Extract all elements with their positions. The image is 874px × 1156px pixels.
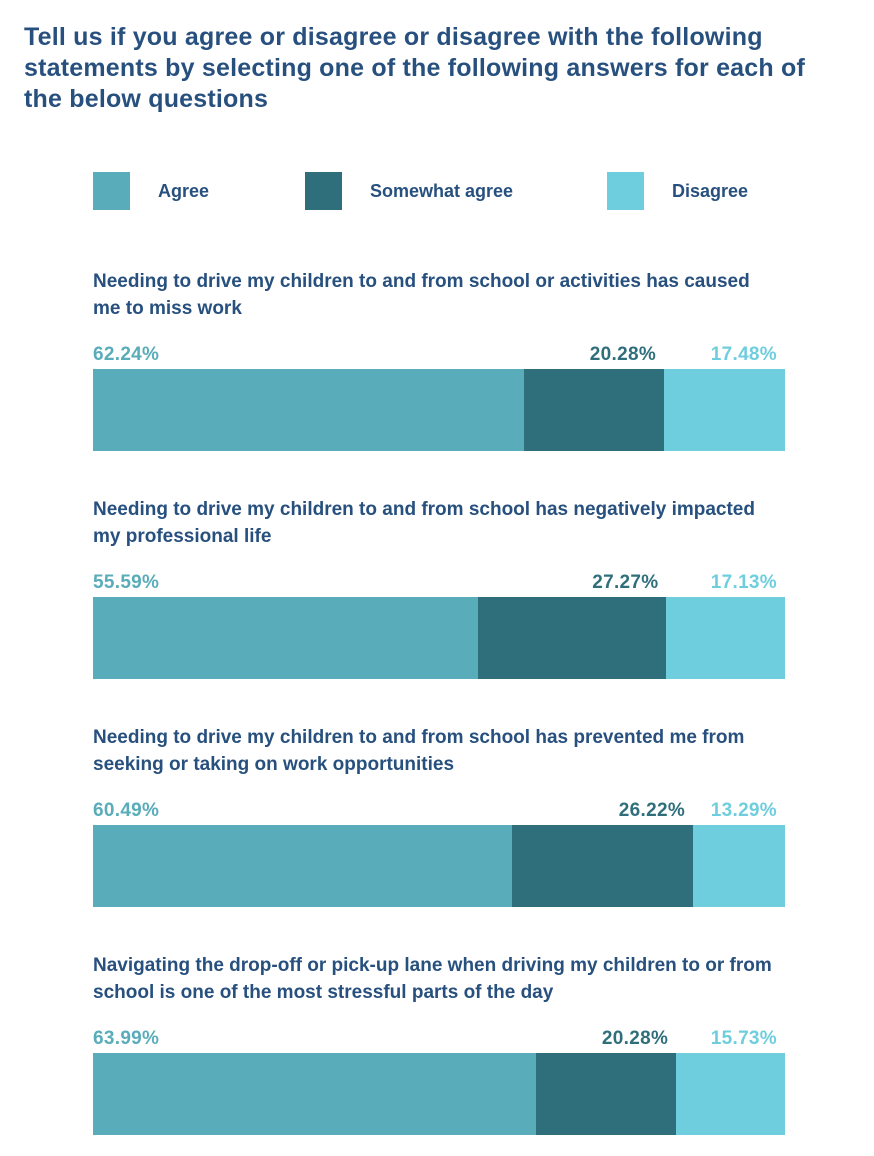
bar-value-labels: 62.24% 20.28% 17.48% (93, 344, 785, 365)
legend-label-somewhat-agree: Somewhat agree (370, 180, 514, 201)
bar-segment-somewhat-agree (523, 369, 665, 451)
bar-segment-agree (93, 1053, 536, 1135)
legend: Agree Somewhat agree Disagree (93, 172, 874, 210)
question-text: Needing to drive my children to and from… (93, 499, 755, 547)
value-label-somewhat-agree: 20.28% (589, 344, 657, 365)
value-label-agree: 63.99% (93, 1028, 160, 1049)
stacked-bar (93, 825, 785, 907)
value-label-agree: 60.49% (93, 800, 160, 821)
question-block: Needing to drive my children to and from… (93, 268, 786, 451)
stacked-bar (93, 369, 786, 451)
bar-segment-somewhat-agree (477, 597, 667, 679)
value-label-somewhat-agree: 26.22% (618, 800, 686, 821)
bar-segment-disagree (666, 597, 785, 679)
question-block: Navigating the drop-off or pick-up lane … (93, 952, 786, 1135)
bar-segment-somewhat-agree (511, 825, 694, 907)
legend-swatch-agree (93, 172, 130, 210)
legend-item-disagree: Disagree (607, 172, 748, 210)
bar-segment-disagree (664, 369, 786, 451)
legend-item-agree: Agree (93, 172, 209, 210)
value-label-disagree: 17.48% (710, 344, 777, 365)
question-block: Needing to drive my children to and from… (93, 496, 785, 679)
value-label-agree: 62.24% (93, 344, 160, 365)
page-title: Tell us if you agree or disagree or disa… (24, 23, 806, 113)
question-rows: Needing to drive my children to and from… (93, 268, 786, 1135)
value-label-disagree: 13.29% (710, 800, 777, 821)
question-text: Needing to drive my children to and from… (93, 271, 750, 319)
bar-segment-agree (93, 825, 512, 907)
legend-swatch-disagree (607, 172, 644, 210)
bar-segment-disagree (693, 825, 785, 907)
stacked-bar (93, 597, 785, 679)
bar-segment-disagree (676, 1053, 786, 1135)
bar-value-labels: 60.49% 26.22% 13.29% (93, 800, 785, 821)
question-block: Needing to drive my children to and from… (93, 724, 785, 907)
bar-value-labels: 63.99% 20.28% 15.73% (93, 1028, 785, 1049)
bar-segment-agree (93, 369, 524, 451)
value-label-somewhat-agree: 20.28% (601, 1028, 669, 1049)
value-label-disagree: 15.73% (710, 1028, 777, 1049)
bar-value-labels: 55.59% 27.27% 17.13% (93, 572, 785, 593)
value-label-somewhat-agree: 27.27% (592, 572, 659, 593)
question-text: Navigating the drop-off or pick-up lane … (93, 955, 772, 1003)
value-label-disagree: 17.13% (710, 572, 777, 593)
legend-item-somewhat-agree: Somewhat agree (305, 172, 513, 210)
bar-segment-somewhat-agree (535, 1053, 677, 1135)
legend-label-agree: Agree (158, 180, 210, 201)
bar-segment-agree (93, 597, 478, 679)
legend-label-disagree: Disagree (672, 180, 749, 201)
question-text: Needing to drive my children to and from… (93, 727, 745, 775)
stacked-bar (93, 1053, 786, 1135)
legend-swatch-somewhat-agree (305, 172, 342, 210)
value-label-agree: 55.59% (93, 572, 160, 593)
